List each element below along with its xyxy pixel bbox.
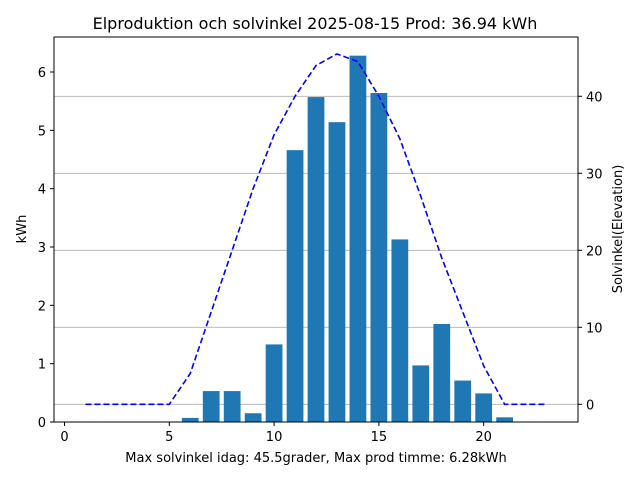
y2-tick-label: 30 <box>586 167 603 182</box>
y-axis-left: 0 1 2 3 4 5 6 <box>38 66 54 431</box>
y2-tick-label: 0 <box>586 398 594 413</box>
y-tick-label: 0 <box>38 416 46 431</box>
y-tick-label: 4 <box>38 183 46 198</box>
bar <box>349 55 367 423</box>
bar <box>328 122 346 423</box>
y2-tick-label: 40 <box>586 90 603 105</box>
y-axis-right: 0 10 20 30 40 <box>578 90 603 413</box>
bar <box>412 365 430 422</box>
plot-frame <box>53 36 579 423</box>
y-tick-label: 3 <box>38 241 46 256</box>
y2-axis-label: Solvinkel(Elevation) <box>611 165 626 294</box>
x-tick-label: 10 <box>266 430 283 445</box>
bar <box>496 417 514 422</box>
bar <box>475 393 493 422</box>
x-axis-label: Max solvinkel idag: 45.5grader, Max prod… <box>125 451 506 466</box>
x-tick-label: 5 <box>165 430 173 445</box>
x-tick-label: 20 <box>475 430 492 445</box>
bar <box>181 417 199 422</box>
bars-layer <box>181 55 514 423</box>
x-tick-label: 15 <box>371 430 388 445</box>
bar <box>286 150 304 422</box>
y-tick-label: 6 <box>38 66 46 81</box>
y-tick-label: 1 <box>38 358 46 373</box>
x-tick-label: 0 <box>60 430 68 445</box>
bar <box>202 391 220 422</box>
bar <box>223 391 241 422</box>
y2-tick-label: 10 <box>586 321 603 336</box>
y-axis-label: kWh <box>15 215 30 244</box>
bar <box>244 413 262 422</box>
y2-tick-label: 20 <box>586 244 603 259</box>
line-layer <box>85 53 547 406</box>
elevation-line <box>85 53 547 406</box>
chart-title: Elproduktion och solvinkel 2025-08-15 Pr… <box>93 14 538 33</box>
bar <box>265 344 283 422</box>
bar <box>391 239 409 422</box>
bar <box>307 97 325 422</box>
x-axis: 0 5 10 15 20 <box>60 422 492 445</box>
y-tick-label: 2 <box>38 299 46 314</box>
bar <box>454 380 472 422</box>
bar <box>433 324 451 422</box>
y-tick-label: 5 <box>38 124 46 139</box>
bar <box>370 93 388 422</box>
